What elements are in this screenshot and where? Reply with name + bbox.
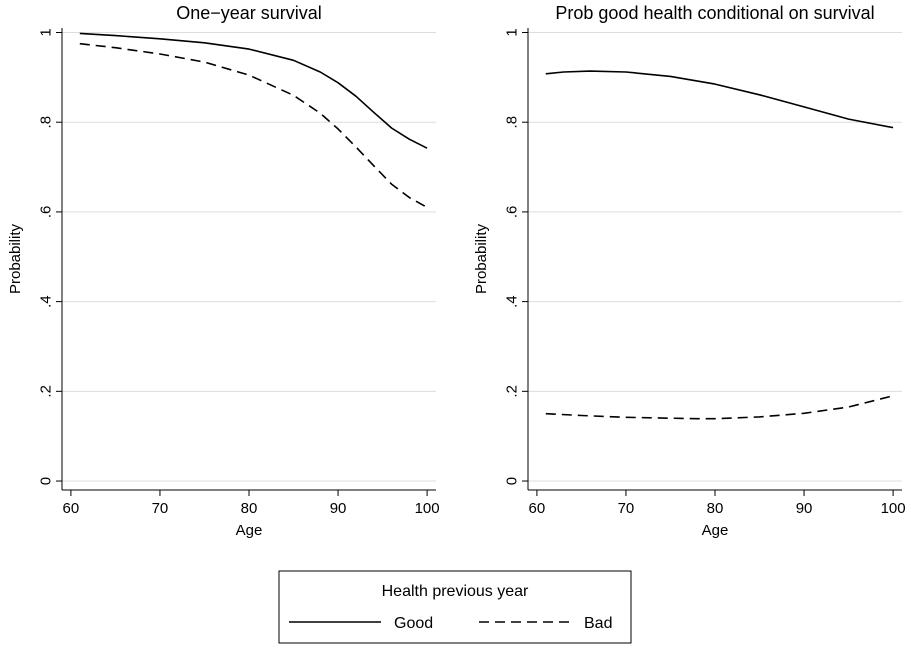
x-tick-label: 60 — [63, 500, 80, 517]
y-tick-label: 1 — [504, 28, 521, 36]
gridlines — [528, 31, 902, 482]
y-tick-label: .6 — [38, 206, 55, 219]
series-line-bad — [79, 42, 428, 209]
x-tick-label: 100 — [881, 500, 906, 517]
y-tick-label: .4 — [504, 295, 521, 308]
chart-title: One−year survival — [176, 3, 322, 23]
legend-title: Health previous year — [382, 583, 529, 600]
x-tick-label: 70 — [152, 500, 169, 517]
series-line-good — [545, 70, 894, 129]
legend-label-bad: Bad — [584, 615, 612, 632]
y-tick-label: .4 — [38, 295, 55, 308]
legend: Health previous year Good Bad — [278, 570, 632, 644]
y-tick-label: 0 — [504, 477, 521, 485]
y-tick-label: .8 — [504, 116, 521, 129]
y-tick-label: 1 — [38, 28, 55, 36]
y-tick-label: .2 — [504, 385, 521, 398]
series-lines — [79, 32, 428, 209]
y-tick-label: .6 — [504, 206, 521, 219]
y-tick-label: .8 — [38, 116, 55, 129]
y-tick-label: .2 — [38, 385, 55, 398]
axes: 0 .2 .4 .6 .8 1 60 70 80 90 100 — [38, 28, 440, 517]
series-lines — [545, 70, 894, 420]
legend-label-good: Good — [394, 615, 433, 632]
panel-one-year-survival: One−year survival Probability Age 0 .2 .4.… — [7, 3, 440, 539]
chart-title: Prob good health conditional on survival — [555, 3, 874, 23]
series-line-good — [79, 32, 428, 149]
x-tick-label: 70 — [618, 500, 635, 517]
y-tick-label: 0 — [38, 477, 55, 485]
gridlines — [62, 31, 436, 482]
y-axis-label: Probability — [473, 223, 490, 294]
series-line-bad — [545, 395, 894, 420]
y-axis-label: Probability — [7, 223, 24, 294]
x-tick-label: 80 — [241, 500, 258, 517]
x-tick-label: 60 — [529, 500, 546, 517]
axes: 0 .2 .4 .6 .8 1 60 70 80 90 100 — [504, 28, 906, 517]
panel-good-health-conditional: Prob good health conditional on survival… — [473, 3, 906, 539]
x-tick-label: 90 — [796, 500, 813, 517]
x-tick-label: 80 — [707, 500, 724, 517]
x-axis-label: Age — [236, 522, 263, 539]
x-tick-label: 100 — [415, 500, 440, 517]
legend-box — [278, 570, 632, 644]
x-tick-label: 90 — [330, 500, 347, 517]
x-axis-label: Age — [702, 522, 729, 539]
